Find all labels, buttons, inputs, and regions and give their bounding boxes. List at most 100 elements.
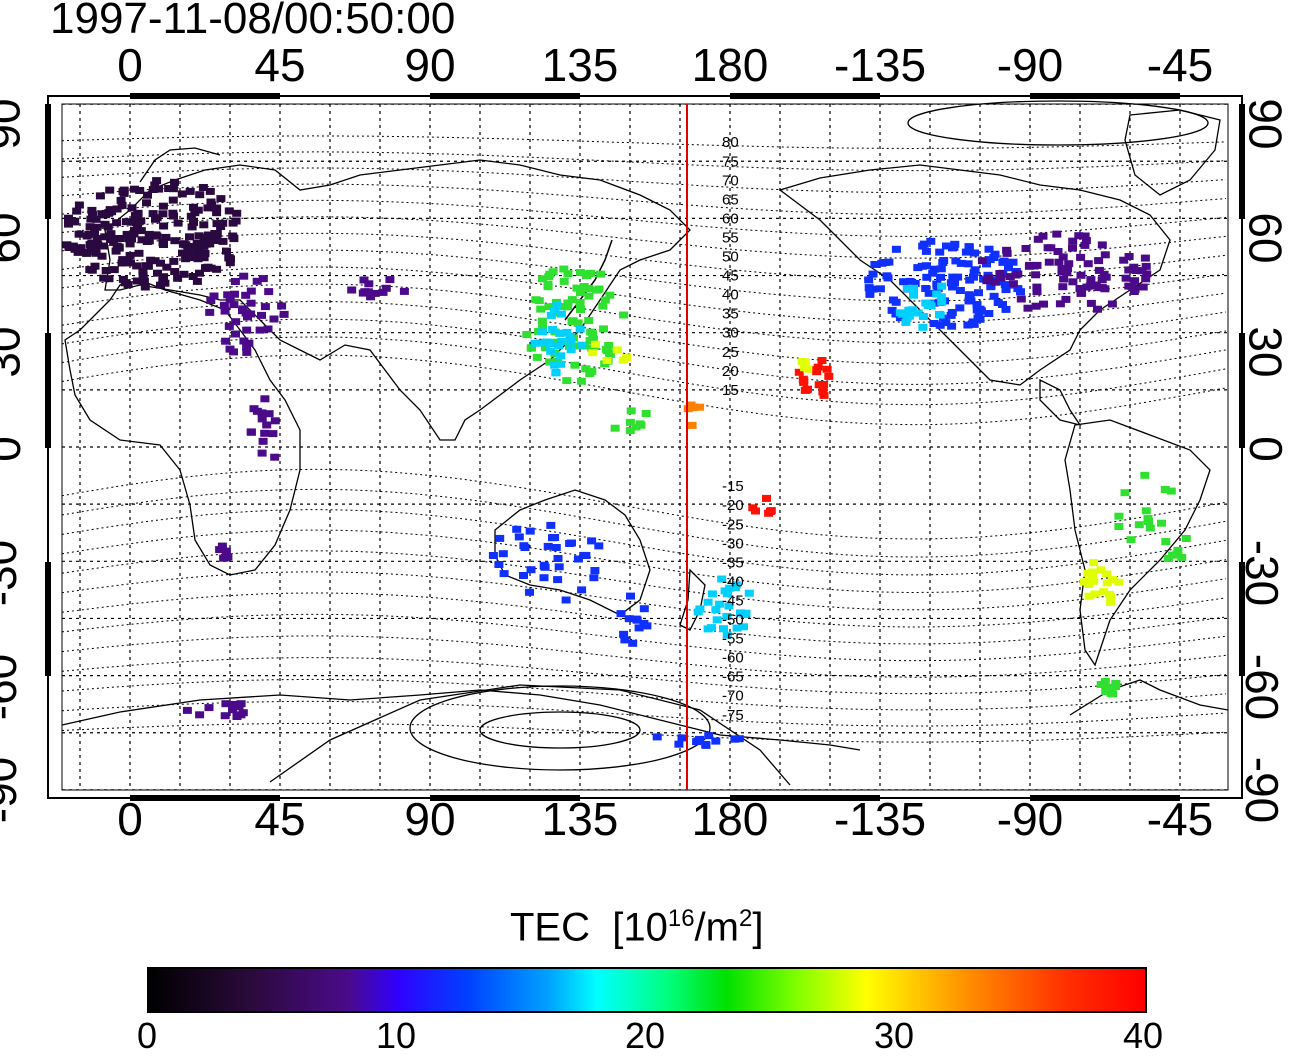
colorbar-unit-end: ] [752, 905, 764, 950]
tec-cell [97, 210, 107, 218]
tec-cell [968, 318, 978, 326]
tec-cell [64, 214, 73, 222]
colorbar-tick-40: 40 [1122, 1015, 1164, 1056]
tec-cell [964, 243, 974, 251]
tec-cell [556, 310, 566, 318]
tec-cell [132, 277, 142, 285]
tec-cell [209, 292, 219, 300]
tec-cell [596, 270, 606, 278]
tec-cell [207, 201, 217, 209]
tec-cell [232, 209, 242, 217]
tec-cell [206, 297, 216, 304]
tec-cell [539, 561, 549, 569]
tec-cell [723, 590, 733, 598]
lon-tick-bottom-45: 45 [254, 793, 306, 845]
tec-cell [935, 311, 945, 319]
tec-cell [599, 325, 608, 333]
tec-cell [101, 267, 111, 274]
tec-cell [133, 209, 143, 217]
tec-cell [563, 270, 573, 278]
tec-cell [258, 437, 268, 445]
tec-cell [270, 417, 280, 425]
mlat-label: 45 [722, 268, 739, 285]
tec-cell [1173, 546, 1183, 554]
colorbar-tick-10: 10 [375, 1015, 417, 1056]
tec-cell [652, 733, 662, 741]
tec-cell [189, 203, 198, 211]
tec-cell [543, 542, 553, 550]
mlat-label: 60 [722, 210, 739, 227]
tec-cell [936, 273, 946, 281]
tec-cell [1008, 258, 1018, 266]
tec-cell [865, 290, 875, 298]
tec-cell [575, 269, 585, 276]
tec-cell [626, 407, 636, 415]
tec-cell [182, 706, 192, 714]
tec-cell [1029, 262, 1039, 270]
tec-cell [381, 284, 391, 292]
tec-cell [926, 237, 936, 245]
tec-cell [112, 219, 122, 227]
tec-cell [173, 219, 183, 227]
tec-cell [185, 187, 195, 195]
tec-cell [1089, 559, 1099, 567]
lat-tick-left-m60: -60 [0, 653, 27, 721]
lat-tick-left-60: 60 [0, 212, 30, 264]
tec-cell [76, 244, 86, 252]
tec-cell [74, 201, 84, 209]
tec-cell [928, 269, 938, 277]
tec-cell [86, 215, 96, 223]
tec-cell [260, 429, 270, 437]
tec-cell [195, 247, 205, 255]
tec-cell [707, 590, 717, 598]
tec-cell [495, 534, 505, 542]
mlat-label: 20 [722, 363, 739, 380]
tec-cell [575, 289, 585, 297]
tec-cell [897, 310, 907, 318]
tec-cell [1157, 519, 1166, 527]
tec-cell [1142, 270, 1152, 278]
tec-cell [576, 377, 586, 385]
tec-cell [1062, 269, 1072, 277]
tec-cell [1032, 283, 1042, 291]
tec-cell [1068, 237, 1078, 245]
tec-cell [553, 576, 563, 584]
tec-cell [1161, 538, 1171, 546]
tec-cell [551, 369, 561, 377]
tec-cell [556, 329, 565, 337]
tec-cell [90, 262, 100, 270]
tec-cell [936, 265, 946, 273]
tec-cell [1076, 271, 1086, 279]
tec-cell [1145, 524, 1155, 532]
tec-cell [587, 367, 597, 375]
tec-cell [909, 291, 918, 299]
tec-cell [263, 325, 273, 333]
tec-cell [619, 630, 629, 638]
tec-cell [1172, 550, 1182, 558]
tec-cell [963, 260, 973, 268]
tec-cell [559, 265, 569, 273]
tec-cell [1138, 283, 1148, 291]
tec-cell [950, 240, 960, 248]
tec-cell [562, 377, 572, 385]
tec-cell [268, 430, 278, 438]
tec-cell [125, 235, 135, 243]
tec-cell [625, 427, 635, 435]
tec-cell [270, 453, 280, 461]
tec-cell [216, 195, 226, 203]
lat-tick-left-90: 90 [0, 98, 30, 150]
tec-cell [95, 192, 105, 200]
tec-cell [594, 542, 604, 550]
lon-tick-bottom-0: 0 [117, 793, 143, 845]
tec-cell [1111, 679, 1121, 687]
tec-cell [990, 278, 1000, 286]
tec-cell [363, 288, 373, 296]
tec-cell [909, 284, 918, 292]
tec-cell [717, 575, 727, 583]
tec-cell [109, 266, 119, 274]
tec-cell [563, 299, 573, 307]
tec-cell [1005, 273, 1015, 281]
colorbar-unit-mid: /m [694, 905, 739, 950]
mlat-label: -40 [722, 573, 744, 590]
tec-cell [868, 270, 878, 278]
